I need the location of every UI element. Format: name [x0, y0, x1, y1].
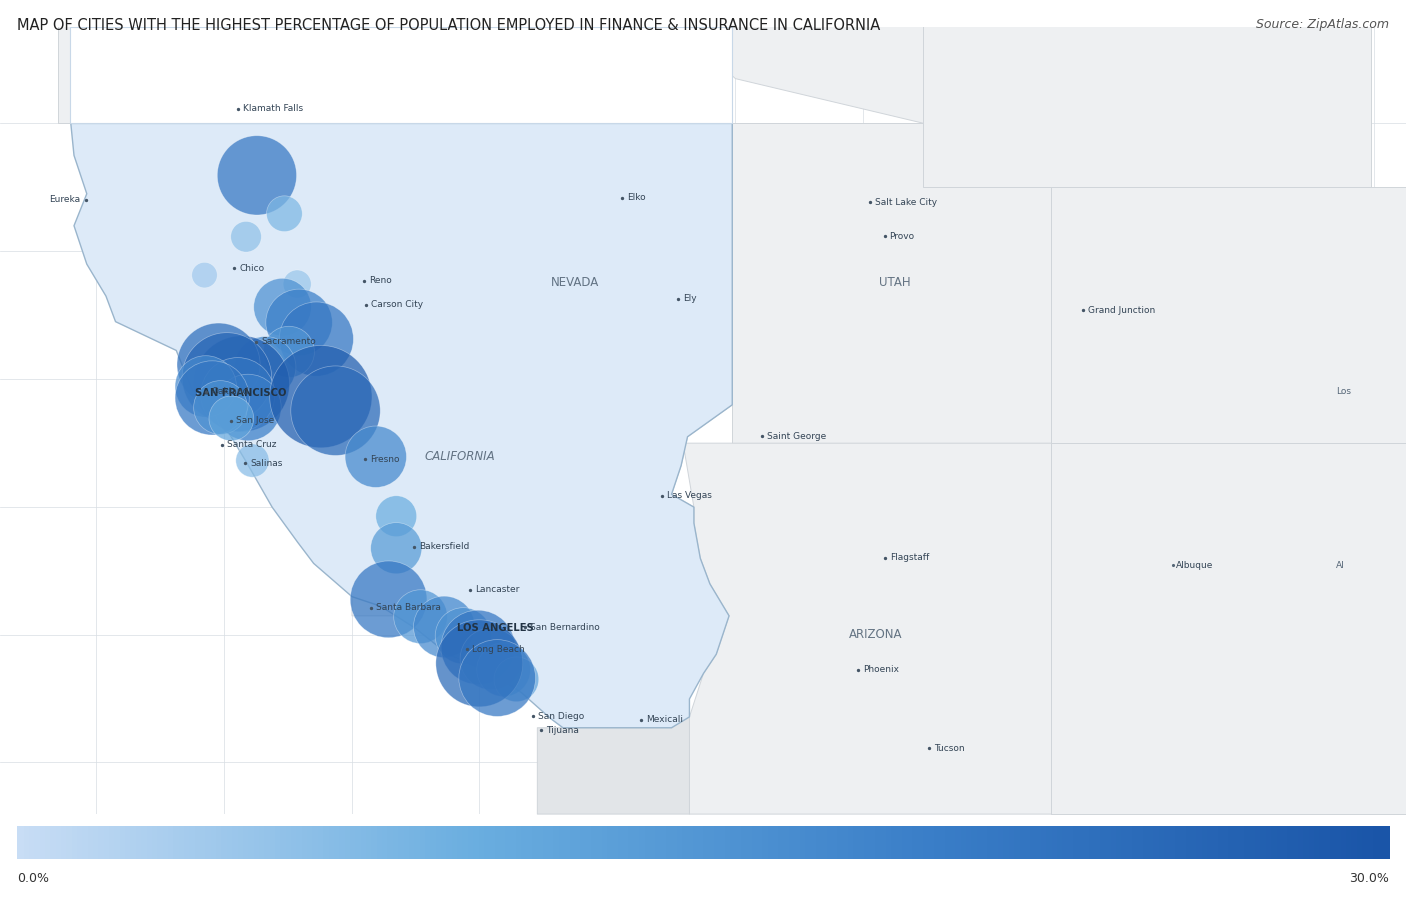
Text: MAP OF CITIES WITH THE HIGHEST PERCENTAGE OF POPULATION EMPLOYED IN FINANCE & IN: MAP OF CITIES WITH THE HIGHEST PERCENTAG… — [17, 18, 880, 33]
Circle shape — [270, 345, 373, 448]
Circle shape — [209, 396, 253, 441]
Text: LOS ANGELES: LOS ANGELES — [457, 623, 534, 633]
Text: Phoenix: Phoenix — [863, 665, 900, 674]
Text: San Diego: San Diego — [538, 712, 585, 721]
Circle shape — [460, 628, 522, 690]
Text: Klamath Falls: Klamath Falls — [243, 104, 302, 113]
Circle shape — [280, 302, 353, 376]
Text: Tucson: Tucson — [934, 743, 965, 752]
Text: Salinas: Salinas — [250, 458, 283, 467]
Text: NEVADA: NEVADA — [551, 276, 599, 289]
Text: Flagstaff: Flagstaff — [890, 553, 929, 562]
Circle shape — [394, 590, 447, 644]
Text: Carson City: Carson City — [371, 300, 423, 309]
Text: Provo: Provo — [890, 232, 915, 241]
Circle shape — [218, 136, 297, 215]
Text: Eureka: Eureka — [49, 195, 80, 204]
Text: Lancaster: Lancaster — [475, 585, 520, 594]
Text: Mexicali: Mexicali — [647, 715, 683, 724]
Text: San Jose: San Jose — [236, 416, 274, 425]
Text: San Bernardino: San Bernardino — [530, 623, 599, 632]
Text: Bakersfield: Bakersfield — [419, 542, 470, 551]
Circle shape — [441, 610, 515, 684]
Text: Los: Los — [1336, 387, 1351, 396]
Text: Al: Al — [1336, 561, 1344, 570]
Text: UTAH: UTAH — [879, 276, 911, 289]
Circle shape — [267, 196, 302, 232]
Circle shape — [283, 270, 311, 298]
Circle shape — [176, 356, 236, 417]
Circle shape — [177, 323, 260, 406]
Text: Chico: Chico — [239, 263, 264, 272]
Text: 0.0%: 0.0% — [17, 872, 49, 885]
Circle shape — [350, 561, 427, 637]
Text: Long Beach: Long Beach — [472, 645, 524, 654]
Circle shape — [266, 289, 332, 356]
Text: ARIZONA: ARIZONA — [849, 628, 903, 641]
Circle shape — [201, 358, 274, 432]
Circle shape — [183, 333, 271, 423]
Text: Elko: Elko — [627, 193, 647, 202]
Text: SAN FRANCISCO: SAN FRANCISCO — [195, 388, 287, 398]
Text: Santa Barbara: Santa Barbara — [375, 603, 440, 612]
Circle shape — [371, 522, 422, 574]
Text: Tijuana: Tijuana — [547, 726, 579, 735]
Circle shape — [291, 366, 380, 456]
Circle shape — [215, 374, 281, 441]
Circle shape — [235, 336, 295, 398]
Circle shape — [236, 444, 269, 477]
Text: Fresno: Fresno — [370, 455, 399, 464]
Text: CALIFORNIA: CALIFORNIA — [425, 450, 495, 463]
Circle shape — [344, 426, 406, 487]
Circle shape — [253, 279, 311, 336]
Text: Source: ZipAtlas.com: Source: ZipAtlas.com — [1256, 18, 1389, 31]
Text: Oakland: Oakland — [211, 387, 249, 396]
Text: Grand Junction: Grand Junction — [1088, 306, 1156, 315]
Circle shape — [458, 640, 536, 717]
Text: Saint George: Saint George — [766, 432, 827, 441]
Circle shape — [191, 263, 218, 288]
Text: Santa Cruz: Santa Cruz — [226, 441, 277, 450]
Circle shape — [263, 326, 315, 378]
Text: Salt Lake City: Salt Lake City — [875, 198, 936, 207]
Text: 30.0%: 30.0% — [1350, 872, 1389, 885]
Circle shape — [194, 336, 290, 432]
Bar — [70, 27, 731, 123]
Circle shape — [494, 657, 538, 702]
Text: Reno: Reno — [368, 276, 391, 285]
Text: Ely: Ely — [683, 294, 697, 303]
Text: Albuque: Albuque — [1175, 561, 1213, 570]
Circle shape — [194, 380, 247, 434]
Circle shape — [176, 360, 249, 435]
Circle shape — [375, 495, 416, 537]
Text: Las Vegas: Las Vegas — [668, 491, 711, 500]
Circle shape — [436, 619, 523, 707]
Circle shape — [436, 608, 492, 664]
Circle shape — [477, 643, 530, 697]
Circle shape — [413, 596, 475, 657]
Circle shape — [231, 221, 262, 252]
Text: Sacramento: Sacramento — [262, 337, 316, 346]
